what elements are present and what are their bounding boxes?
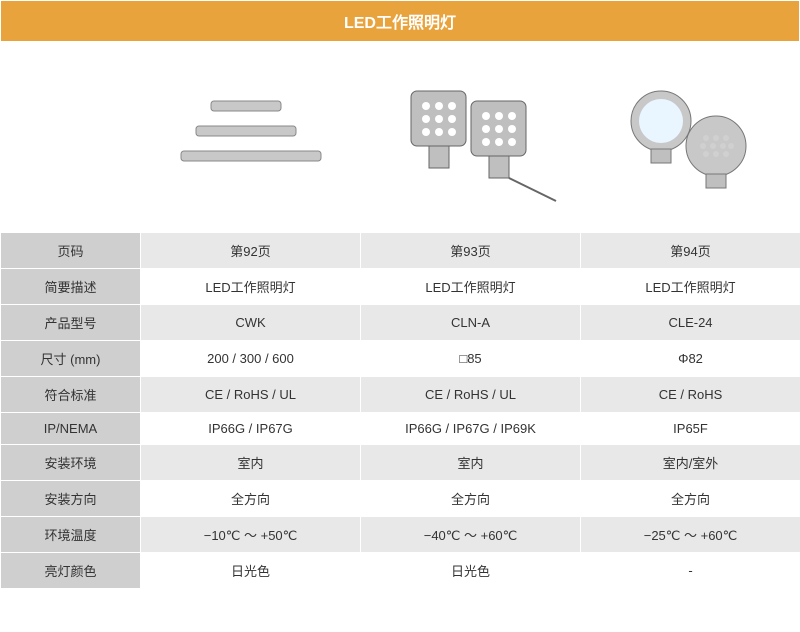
- cell-ip: IP66G / IP67G: [141, 413, 361, 445]
- cell-model: CLE-24: [581, 305, 800, 341]
- cell-direction: 全方向: [361, 481, 581, 517]
- cell-temp: −10℃ ～ +50℃: [141, 517, 361, 553]
- cell-env: 室内/室外: [581, 445, 800, 481]
- table-row: 环境温度 −10℃ ～ +50℃ −40℃ ～ +60℃ −25℃ ～ +60℃: [1, 517, 800, 553]
- cell-env: 室内: [361, 445, 581, 481]
- row-label-color: 亮灯颜色: [1, 553, 141, 589]
- product-image-cell: [361, 43, 581, 233]
- table-row: 产品型号 CWK CLN-A CLE-24: [1, 305, 800, 341]
- row-label-model: 产品型号: [1, 305, 141, 341]
- table-title-bar: LED工作照明灯: [0, 0, 800, 42]
- cell-standard: CE / RoHS: [581, 377, 800, 413]
- row-label-standard: 符合标准: [1, 377, 141, 413]
- cell-ip: IP66G / IP67G / IP69K: [361, 413, 581, 445]
- table-row: IP/NEMA IP66G / IP67G IP66G / IP67G / IP…: [1, 413, 800, 445]
- table-row: 页码 第92页 第93页 第94页: [1, 233, 800, 269]
- cell-standard: CE / RoHS / UL: [361, 377, 581, 413]
- cell-desc: LED工作照明灯: [141, 269, 361, 305]
- round-light-icon: [601, 66, 781, 206]
- row-label-ip: IP/NEMA: [1, 413, 141, 445]
- cell-page: 第94页: [581, 233, 800, 269]
- row-label-temp: 环境温度: [1, 517, 141, 553]
- cell-direction: 全方向: [581, 481, 800, 517]
- cell-size: 200 / 300 / 600: [141, 341, 361, 377]
- bar-light-icon: [161, 66, 341, 206]
- table-row: 安装方向 全方向 全方向 全方向: [1, 481, 800, 517]
- cell-env: 室内: [141, 445, 361, 481]
- cell-desc: LED工作照明灯: [581, 269, 800, 305]
- row-label-env: 安装环境: [1, 445, 141, 481]
- product-spec-table: 页码 第92页 第93页 第94页 简要描述 LED工作照明灯 LED工作照明灯…: [0, 42, 800, 589]
- row-label-desc: 简要描述: [1, 269, 141, 305]
- row-label-size: 尺寸 (mm): [1, 341, 141, 377]
- cell-model: CWK: [141, 305, 361, 341]
- cell-size: □85: [361, 341, 581, 377]
- cell-color: 日光色: [141, 553, 361, 589]
- cell-temp: −40℃ ～ +60℃: [361, 517, 581, 553]
- table-row: 安装环境 室内 室内 室内/室外: [1, 445, 800, 481]
- cell-temp: −25℃ ～ +60℃: [581, 517, 800, 553]
- cell-ip: IP65F: [581, 413, 800, 445]
- cell-page: 第93页: [361, 233, 581, 269]
- cell-model: CLN-A: [361, 305, 581, 341]
- row-label-page: 页码: [1, 233, 141, 269]
- cell-desc: LED工作照明灯: [361, 269, 581, 305]
- table-row: 亮灯颜色 日光色 日光色 -: [1, 553, 800, 589]
- table-row: 简要描述 LED工作照明灯 LED工作照明灯 LED工作照明灯: [1, 269, 800, 305]
- table-row: 符合标准 CE / RoHS / UL CE / RoHS / UL CE / …: [1, 377, 800, 413]
- cell-standard: CE / RoHS / UL: [141, 377, 361, 413]
- product-image-cell: [581, 43, 800, 233]
- cell-color: -: [581, 553, 800, 589]
- cell-color: 日光色: [361, 553, 581, 589]
- product-image-row: [1, 43, 800, 233]
- row-label-direction: 安装方向: [1, 481, 141, 517]
- square-light-icon: [381, 66, 561, 206]
- cell-page: 第92页: [141, 233, 361, 269]
- cell-direction: 全方向: [141, 481, 361, 517]
- product-image-cell: [141, 43, 361, 233]
- table-row: 尺寸 (mm) 200 / 300 / 600 □85 Φ82: [1, 341, 800, 377]
- row-label-empty: [1, 43, 141, 233]
- cell-size: Φ82: [581, 341, 800, 377]
